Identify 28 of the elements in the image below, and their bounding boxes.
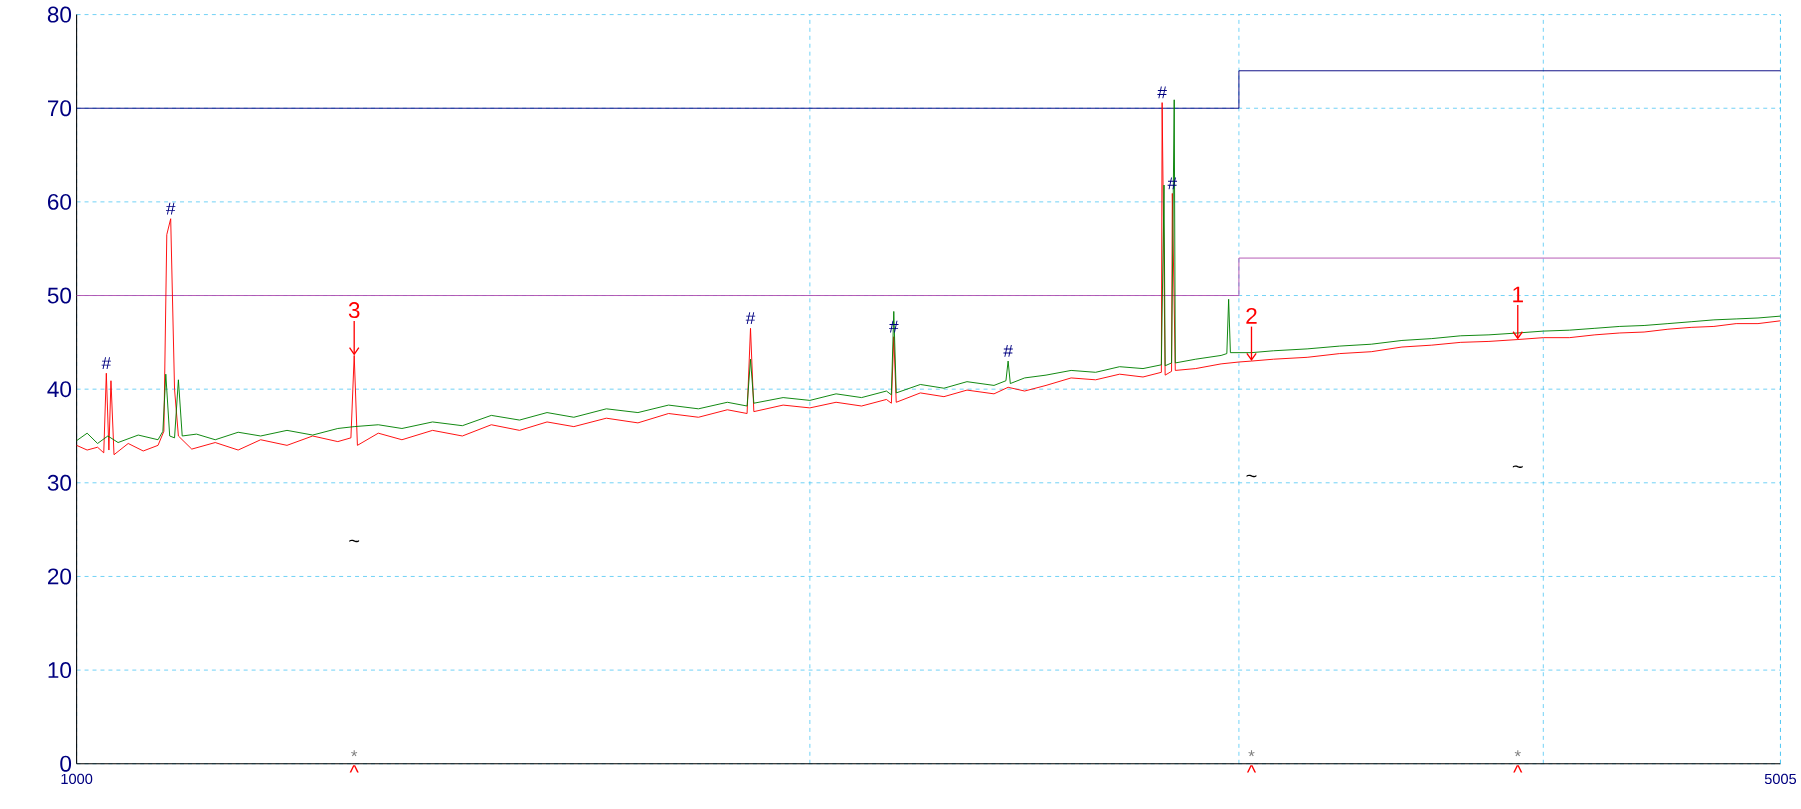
annotation: ~ bbox=[349, 539, 360, 542]
y-tick-label: 0 bbox=[60, 755, 72, 772]
x-tick-label: 1000 bbox=[61, 773, 93, 784]
x-tick-label: 5005 bbox=[1764, 773, 1797, 784]
text: ^ bbox=[1513, 765, 1523, 773]
annotation: 2 bbox=[1246, 307, 1257, 324]
annotation: # bbox=[101, 356, 112, 369]
y-tick-label: 80 bbox=[47, 6, 72, 23]
annotation: * bbox=[1248, 750, 1255, 757]
text: ^ bbox=[1246, 765, 1257, 773]
annotation: * bbox=[1514, 750, 1521, 757]
y-tick-label: 70 bbox=[48, 100, 72, 116]
annotation: # bbox=[745, 312, 756, 324]
text: ^ bbox=[349, 765, 359, 773]
annotation: 1 bbox=[1513, 286, 1523, 302]
annotation: 3 bbox=[348, 301, 360, 318]
annotation: # bbox=[1003, 344, 1013, 357]
annotation: * bbox=[351, 750, 358, 757]
annotation: ~ bbox=[1246, 474, 1257, 477]
annotation: # bbox=[1157, 86, 1167, 99]
y-tick-label: 10 bbox=[48, 661, 72, 678]
y-tick-label: 20 bbox=[48, 568, 72, 585]
y-tick-label: 40 bbox=[47, 380, 72, 397]
y-tick-label: 30 bbox=[47, 474, 72, 491]
annotation: ~ bbox=[1512, 465, 1523, 468]
annotation: # bbox=[165, 202, 176, 215]
y-tick-label: 60 bbox=[48, 193, 72, 210]
y-tick-label: 50 bbox=[47, 287, 72, 304]
